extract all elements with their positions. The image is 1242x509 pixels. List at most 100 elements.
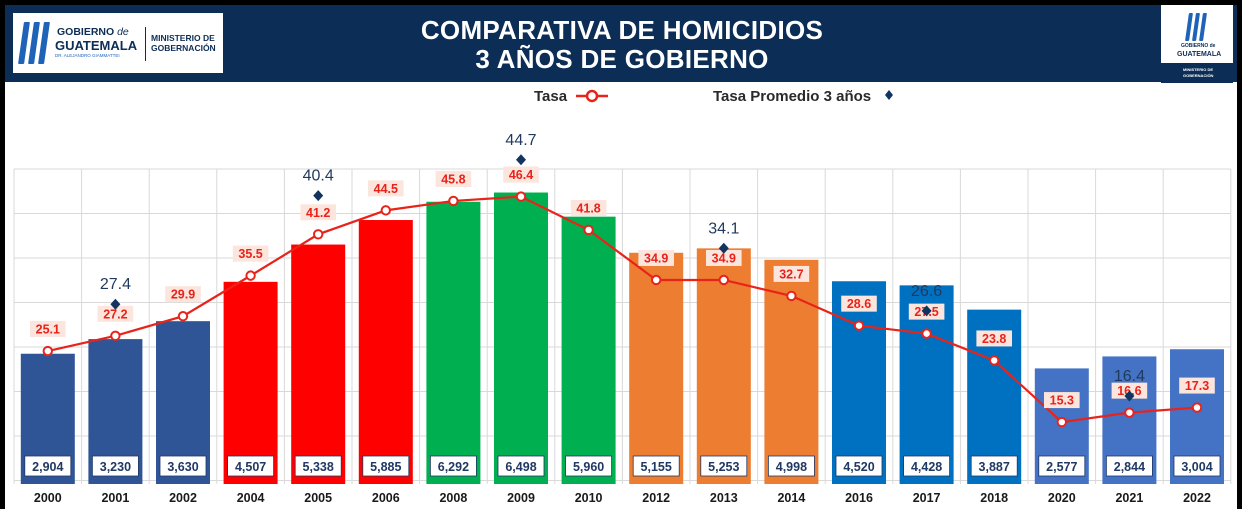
rate-label-box [976,330,1012,347]
rate-label: 32.7 [779,267,803,281]
bar-value-label: 5,155 [641,460,672,474]
bar-2006 [358,220,413,484]
homicide-chart: 2,904 3,230 3,630 4,507 5,338 5,885 6,292 6,498… [13,132,1232,505]
bar-value-label: 3,004 [1181,460,1212,474]
rate-label-box [1044,392,1080,409]
rate-label-box [232,245,269,262]
rate-label-box [773,265,810,282]
avg-marker-2001 [110,298,121,310]
rate-point-2022 [1191,402,1203,413]
bar-value-box [1038,455,1086,477]
rate-label: 35.5 [238,247,262,261]
x-tick-label: 2002 [169,491,197,505]
rate-label-box [706,249,742,266]
legend-tasa-label: Tasa [534,88,568,105]
rate-label-box [30,321,66,338]
rate-point-2021 [1124,407,1135,418]
avg-marker-2005 [313,190,324,202]
bar-value-box [700,455,748,477]
x-tick-label: 2018 [980,491,1008,505]
rate-label-box [165,286,201,303]
bar-value-label: 4,507 [235,460,266,474]
logo-gobierno-text: GOBIERNO [57,26,115,38]
logo-ministerio-line1: MINISTERIO DE [1183,67,1214,72]
bar-value-box [294,455,342,477]
rate-label-box [503,166,539,183]
avg-value-label: 26.6 [911,283,942,300]
bar-value-box [227,455,275,477]
rate-label-box [368,180,404,197]
rate-line [47,195,1198,424]
rate-point-2000 [42,345,53,357]
bar-value-label: 3,230 [100,460,131,474]
avg-value-label: 44.7 [505,132,536,149]
logo-divider [145,27,146,61]
rate-point-2005 [313,229,324,240]
x-tick-label: 2009 [507,491,535,505]
bar-value-box [159,455,207,477]
rate-point-2008 [448,195,459,207]
rate-point-2014 [786,290,797,302]
bar-2005 [291,244,346,484]
bar-value-box [429,455,477,477]
rate-point-2012 [651,274,662,286]
x-tick-label: 2000 [34,491,62,505]
avg-marker-2017 [921,305,932,317]
rate-label-box [300,204,336,221]
legend-promedio-label: Tasa Promedio 3 años [713,88,872,105]
bar-2004 [223,281,278,484]
legend-line-icon [576,89,609,103]
bar-value-label: 3,887 [979,460,1010,474]
rate-label-box [638,249,674,266]
logo-ministerio-line1: MINISTERIO DE [151,33,215,43]
logo-ministerio-line2: GOBERNACIÓN [1183,73,1214,78]
bar-value-box [362,455,410,477]
bar-value-label: 2,577 [1046,460,1077,474]
bar-2016 [832,281,886,484]
x-tick-label: 2001 [101,491,129,505]
x-tick-label: 2006 [372,491,400,505]
infographic-frame: GOBIERNO de GUATEMALA DR. ALEJANDRO GIAM… [5,5,1237,509]
title-line-2: 3 AÑOS DE GOBIERNO [475,44,769,74]
rate-label: 41.8 [576,201,600,215]
bar-value-label: 4,428 [911,460,942,474]
rate-point-2016 [853,320,865,331]
x-tick-label: 2012 [642,491,670,505]
rate-label: 41.2 [306,206,330,220]
rate-label-box [570,199,607,216]
rate-label: 34.9 [644,251,668,265]
bar-value-box [24,455,72,477]
legend-diamond-icon [885,90,894,100]
bar-2009 [494,192,548,484]
logo-ministerio-line2: GOBERNACIÓN [151,43,216,53]
bar-value-box [1106,455,1153,477]
bar-value-label: 4,520 [843,460,874,474]
rate-label: 25.1 [36,323,60,337]
avg-marker-2021 [1124,390,1135,402]
header-banner: GOBIERNO de GUATEMALA DR. ALEJANDRO GIAM… [5,5,1237,83]
rate-label: 46.4 [509,168,533,182]
bar-value-label: 2,844 [1114,460,1145,474]
avg-value-label: 16.4 [1114,368,1145,385]
bar-value-label: 5,253 [708,460,739,474]
rate-point-2017 [921,328,932,339]
avg-value-label: 40.4 [303,168,334,185]
x-tick-label: 2021 [1115,491,1143,505]
rate-label: 34.9 [712,251,736,265]
bar-value-label: 3,630 [167,460,198,474]
logo-gobierno-text: GOBIERNO de [1181,43,1216,49]
logo-subtitle-text: DR. ALEJANDRO GIAMMATTEI [55,53,120,58]
rate-label-box [435,170,472,187]
rate-label: 44.5 [374,182,398,196]
bar-value-label: 2,904 [32,460,63,474]
bar-value-label: 5,338 [303,460,334,474]
title-line-1: COMPARATIVA DE HOMICIDIOS [420,15,824,45]
x-tick-label: 2014 [777,491,805,505]
x-tick-label: 2017 [913,491,941,505]
x-tick-label: 2004 [237,491,265,505]
rate-label-box [841,295,877,312]
bar-value-label: 6,498 [505,460,536,474]
bar-value-box [565,455,612,477]
rate-point-2013 [718,274,729,286]
avg-marker-2009 [516,154,526,166]
